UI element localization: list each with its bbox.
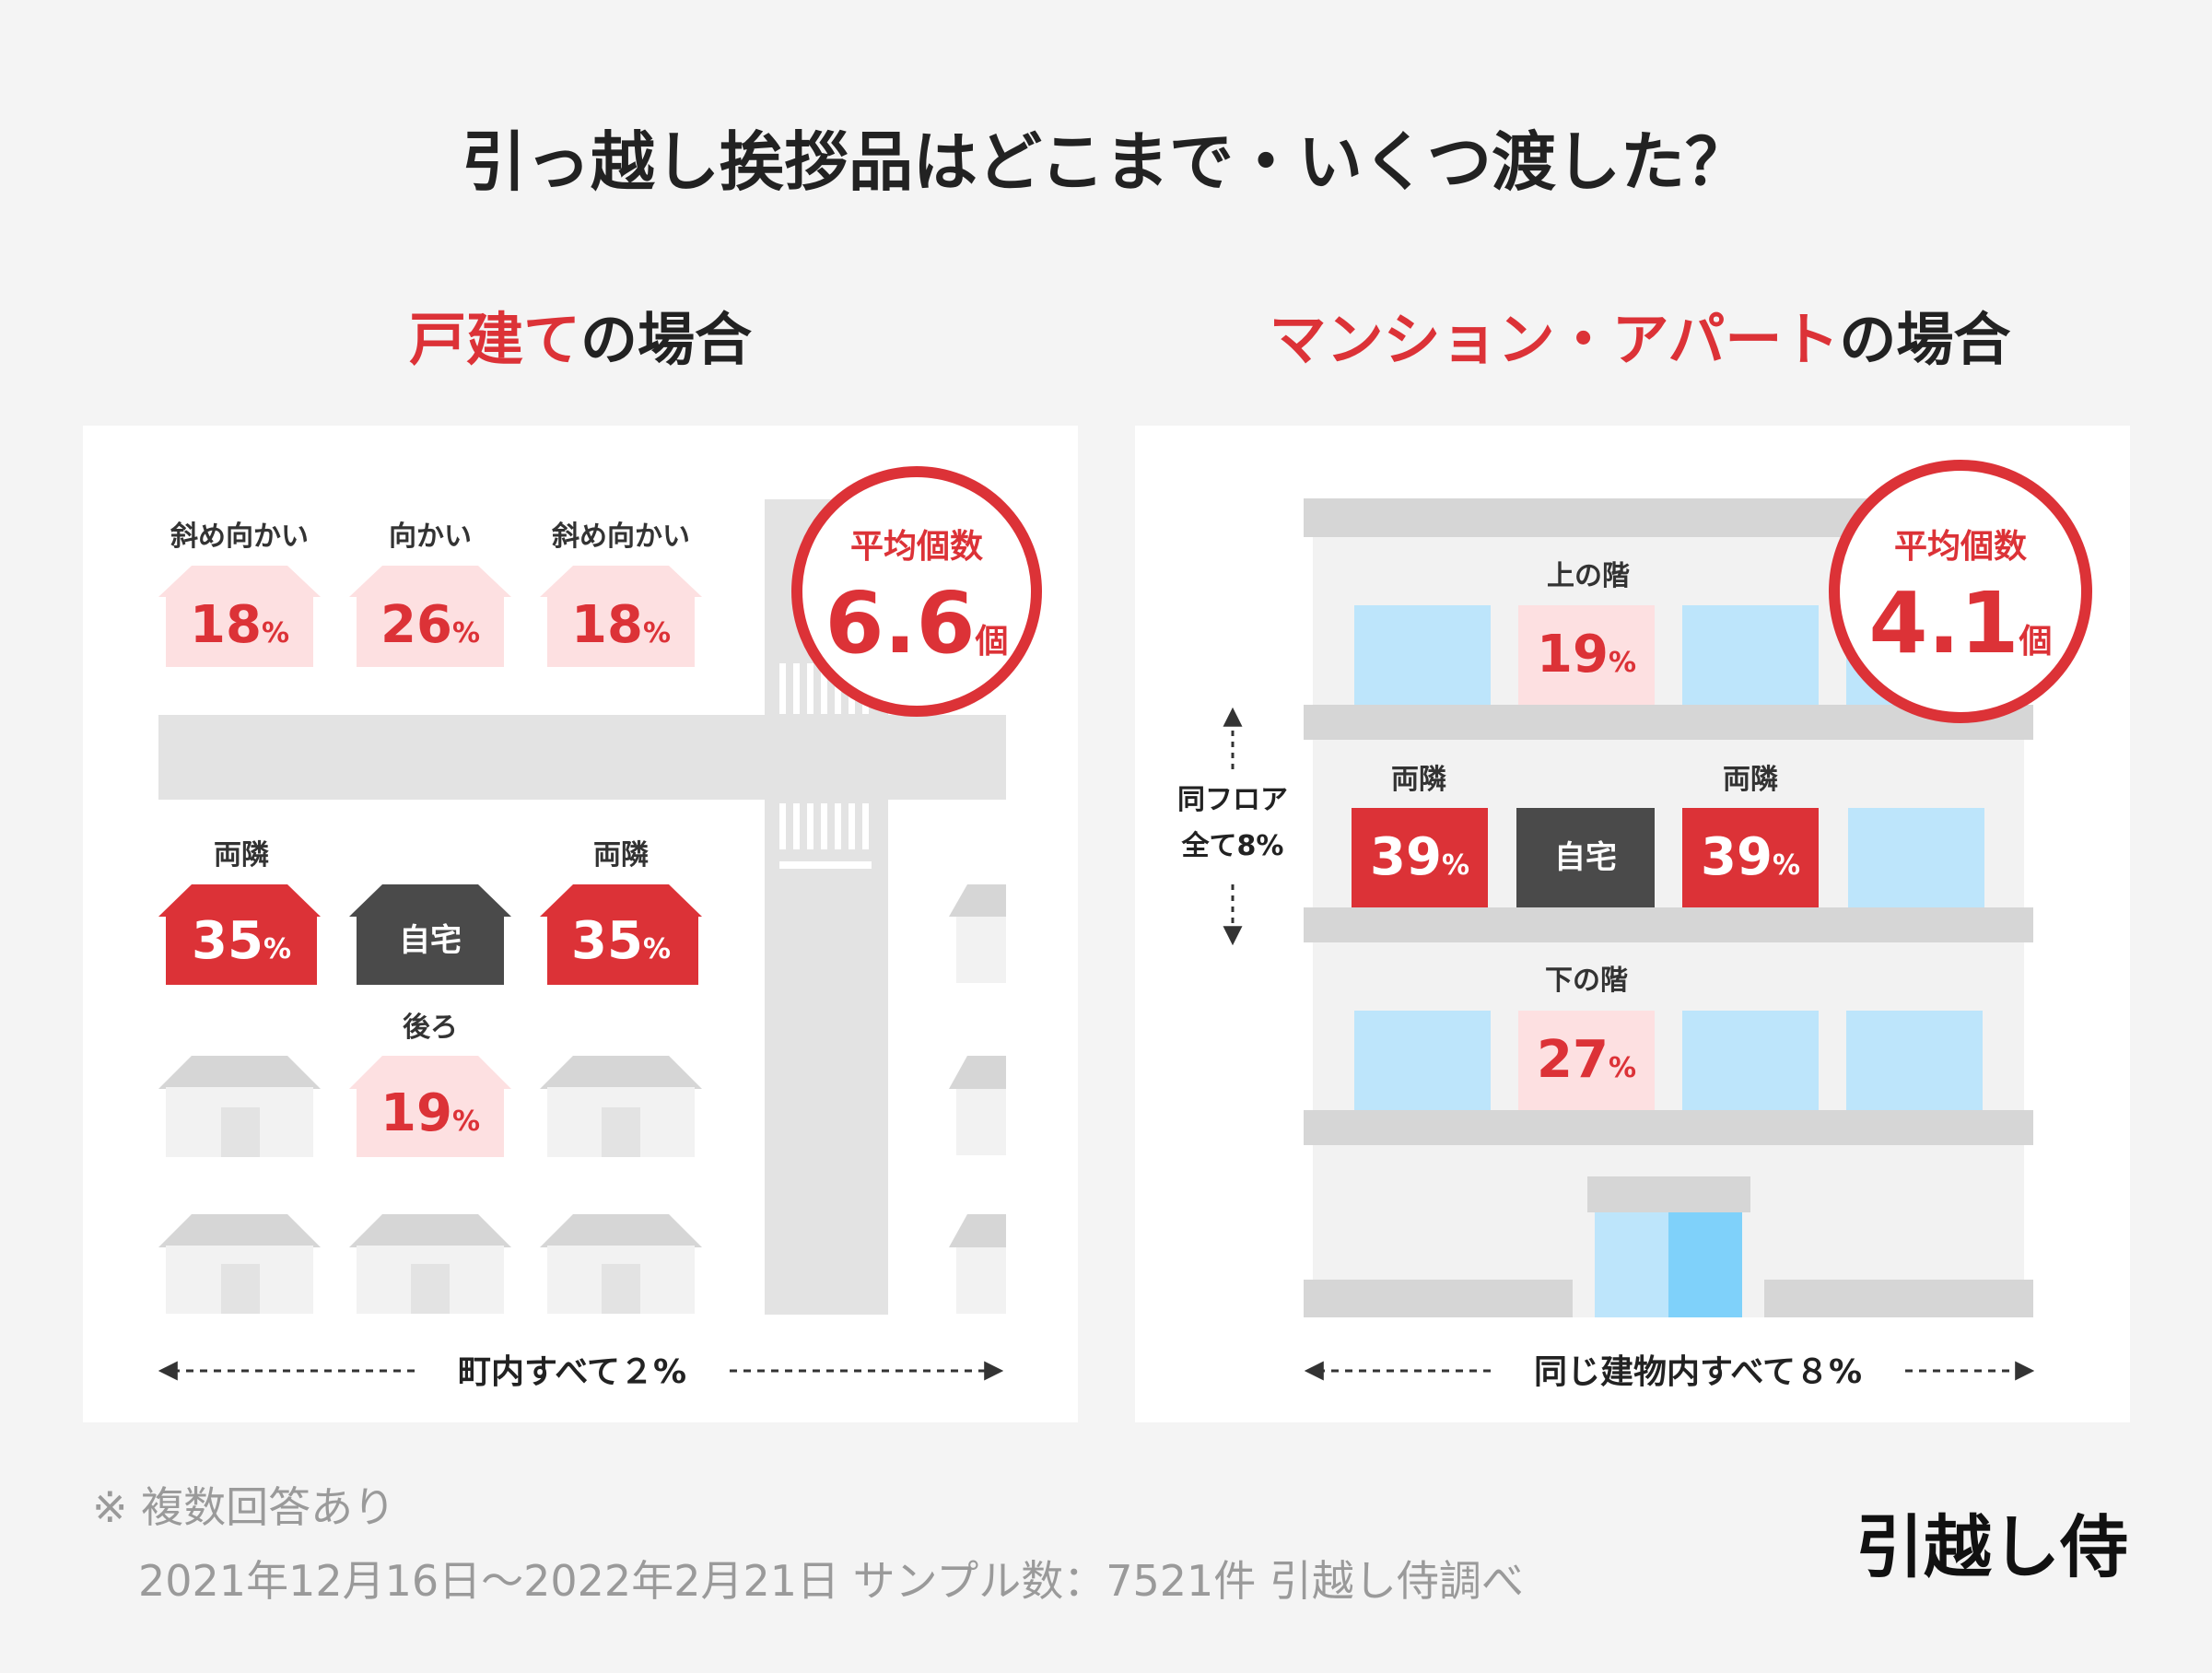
side-left-value: 35% [192, 911, 291, 971]
apt-side-right-value: 39% [1701, 827, 1800, 887]
edge-house-1 [949, 884, 1006, 983]
apt-side-left-value: 39% [1370, 827, 1469, 887]
footer-note: ※ 複数回答あり [92, 1482, 395, 1532]
house-badge-value: 6.6個 [825, 574, 1009, 673]
back-left-house [158, 1056, 321, 1157]
lower-floor-slab [1304, 1110, 2033, 1145]
horizontal-road [158, 715, 1006, 800]
lower-window-1 [1354, 1011, 1491, 1110]
apartment-badge-value: 4.1個 [1869, 574, 2053, 673]
back-label: 後ろ [403, 1012, 458, 1044]
side-left-house: 35% [158, 884, 321, 985]
upper-floor-cell [1518, 605, 1655, 705]
house-heading: 戸建ての場合 [409, 306, 752, 373]
apt-side-right-label: 両隣 [1723, 764, 1778, 796]
lower-floor-label: 下の階 [1545, 965, 1628, 997]
house-average-badge: 平均個数 6.6個 [791, 466, 1042, 717]
front-left-value: 18% [190, 595, 289, 655]
side-left-label: 両隣 [214, 839, 269, 872]
upper-window-3 [1682, 605, 1819, 705]
back-house: 19% [349, 1056, 511, 1157]
lower-window-4 [1846, 1011, 1983, 1110]
middle-window-4 [1848, 808, 1984, 907]
house-heading-rest: の場合 [580, 306, 752, 373]
front-right-value: 18% [571, 595, 671, 655]
entrance-door-right [1668, 1212, 1742, 1317]
apartment-heading-rest: の場合 [1839, 306, 2010, 373]
front-label: 向かい [389, 521, 472, 553]
floor-label-line2: 全て8% [1181, 830, 1284, 862]
edge-house-2 [949, 1056, 1006, 1155]
apt-home-label: 自宅 [1554, 839, 1617, 876]
bottom-house-1 [158, 1214, 321, 1314]
bottom-house-2 [349, 1214, 511, 1314]
upper-window-1 [1354, 605, 1491, 705]
upper-floor-value: 19% [1537, 625, 1636, 684]
lower-window-3 [1682, 1011, 1819, 1110]
ground-ledge-left [1304, 1280, 1573, 1317]
bottom-house-3 [540, 1214, 702, 1314]
building-label: 同じ建物内すべて８% [1534, 1353, 1862, 1391]
side-right-value: 35% [571, 911, 671, 971]
apartment-badge-label: 平均個数 [1894, 528, 2027, 566]
crosswalk-bottom [779, 803, 872, 869]
upper-floor-label: 上の階 [1547, 560, 1630, 592]
apt-side-left-cell [1352, 808, 1488, 907]
front-value: 26% [380, 595, 480, 655]
home-label: 自宅 [399, 922, 462, 959]
brand-logo: 引越し侍 [1855, 1508, 2128, 1587]
edge-house-3 [949, 1214, 1006, 1314]
front-right-house: 18% [540, 566, 702, 667]
house-badge-label: 平均個数 [850, 528, 983, 566]
entrance-door-left [1595, 1212, 1668, 1317]
apartment-average-badge: 平均個数 4.1個 [1829, 460, 2092, 723]
front-left-label: 斜め向かい [170, 521, 309, 553]
back-value: 19% [380, 1083, 480, 1143]
middle-floor-slab [1304, 907, 2033, 942]
entrance-canopy [1587, 1176, 1750, 1212]
apt-home-cell [1516, 808, 1655, 907]
apt-side-left-label: 両隣 [1391, 764, 1446, 796]
page-title: 引っ越し挨拶品はどこまで・いくつ渡した？ [462, 124, 1750, 200]
apartment-heading: マンション・アパートの場合 [1270, 306, 2011, 373]
ground-ledge-right [1764, 1280, 2033, 1317]
back-right-house [540, 1056, 702, 1157]
front-right-label: 斜め向かい [552, 521, 690, 553]
lower-floor-value: 27% [1537, 1030, 1636, 1090]
apt-side-right-cell [1682, 808, 1819, 907]
footer-source: 2021年12月16日～2022年2月21日 サンプル数：7521件 引越し侍調… [138, 1556, 1524, 1606]
apartment-heading-accent: マンション・アパート [1270, 306, 1840, 373]
floor-label-line1: 同フロア [1177, 784, 1288, 816]
house-heading-accent: 戸建て [409, 306, 580, 373]
front-left-house: 18% [158, 566, 321, 667]
side-right-house: 35% [540, 884, 702, 985]
side-right-label: 両隣 [593, 839, 649, 872]
home-house: 自宅 [349, 884, 511, 985]
lower-floor-cell [1518, 1011, 1655, 1110]
town-label: 町内すべて２% [458, 1353, 686, 1391]
front-house: 26% [349, 566, 511, 667]
